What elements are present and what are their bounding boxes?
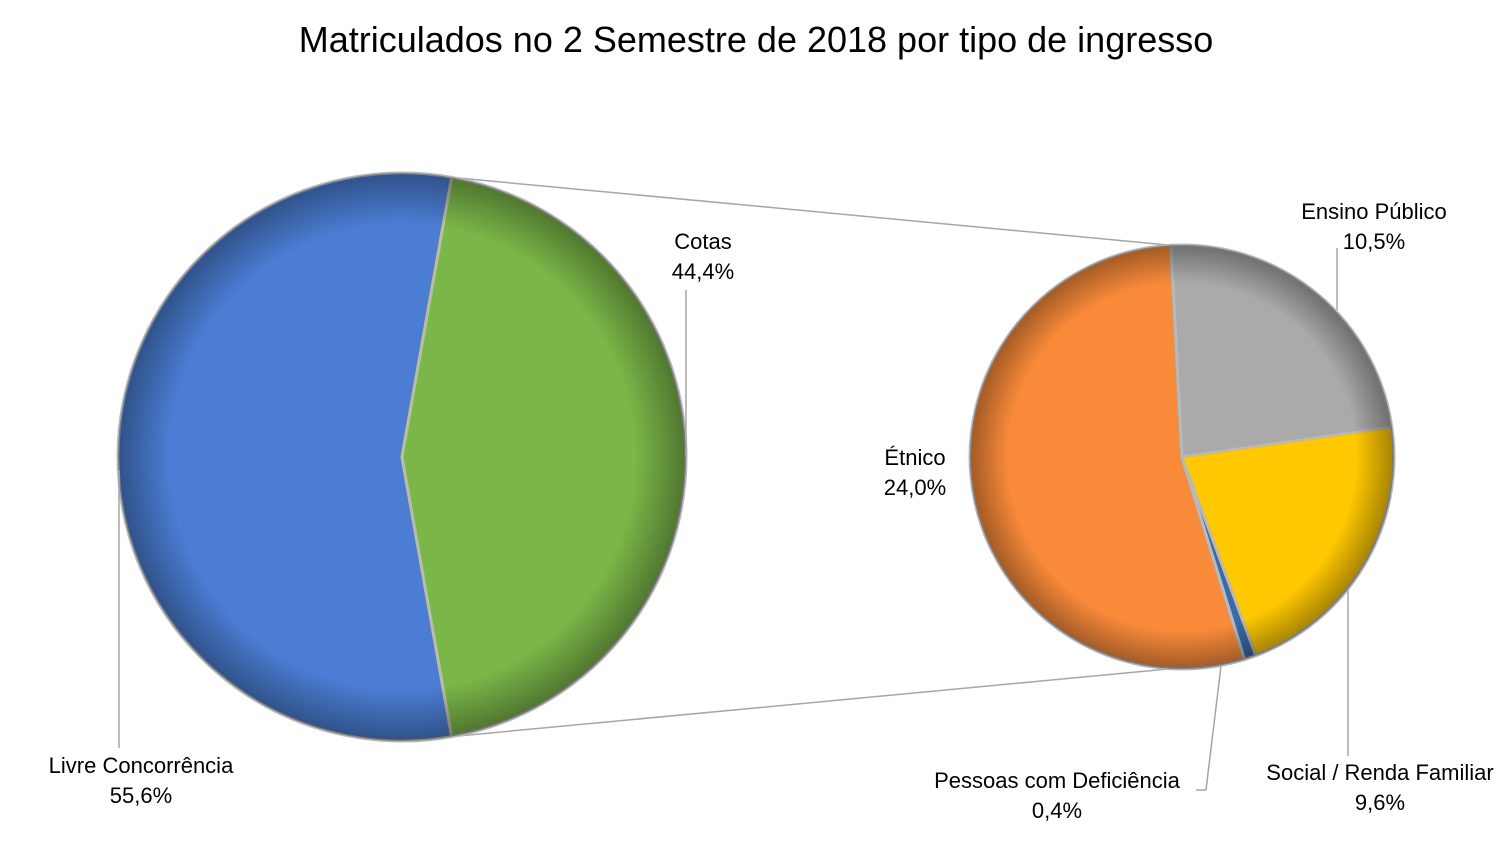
leader-lines: [118, 248, 1349, 791]
leader-line-pessoas-com-deficiencia: [1196, 665, 1222, 791]
main-pie: [116, 171, 688, 743]
connector-lines: [451, 176, 1171, 738]
slice-label-name-ensino-publico: Ensino Público: [1301, 199, 1447, 224]
connector-line-bottom: [451, 667, 1171, 738]
connector-line-top: [451, 176, 1171, 247]
secondary-pie: [968, 243, 1396, 671]
chart-title: Matriculados no 2 Semestre de 2018 por t…: [299, 19, 1214, 60]
main-pie-bevel: [118, 173, 686, 741]
slice-label-value-etnico: 24,0%: [884, 475, 946, 500]
data-labels: Livre Concorrência 55,6% Cotas 44,4% Ensino …: [49, 199, 1494, 823]
slice-label-name-cotas: Cotas: [674, 229, 731, 254]
slice-label-value-livre-concorrencia: 55,6%: [110, 783, 172, 808]
slice-label-name-pessoas-com-deficiencia: Pessoas com Deficiência: [934, 768, 1181, 793]
slice-label-value-social-renda-familiar: 9,6%: [1355, 790, 1405, 815]
slice-label-name-etnico: Étnico: [884, 445, 945, 470]
slice-label-value-pessoas-com-deficiencia: 0,4%: [1032, 798, 1082, 823]
slice-label-value-cotas: 44,4%: [672, 259, 734, 284]
slice-label-value-ensino-publico: 10,5%: [1343, 229, 1405, 254]
secondary-pie-bevel: [970, 245, 1394, 669]
slice-label-name-social-renda-familiar: Social / Renda Familiar: [1266, 760, 1493, 785]
slice-label-name-livre-concorrencia: Livre Concorrência: [49, 753, 234, 778]
